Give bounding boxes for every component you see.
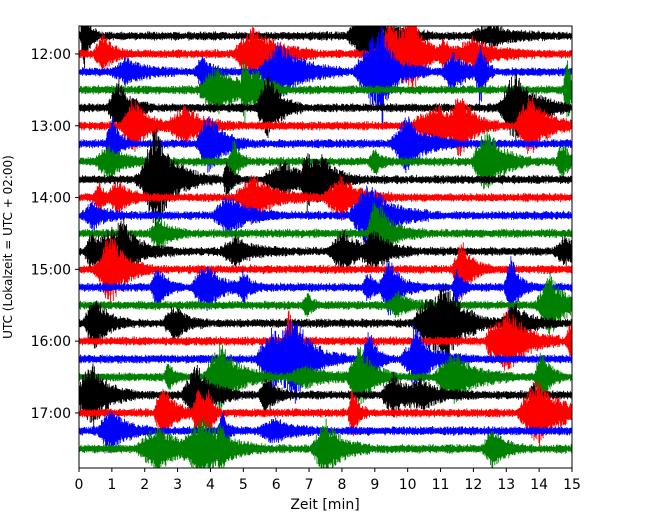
trace-line bbox=[79, 216, 572, 285]
trace-line bbox=[79, 116, 572, 175]
x-tick-label: 4 bbox=[206, 477, 215, 493]
x-tick-label: 2 bbox=[140, 477, 149, 493]
x-tick-label: 10 bbox=[399, 477, 417, 493]
trace-line bbox=[79, 174, 572, 224]
plot-frame bbox=[78, 25, 573, 469]
x-tick-label: 13 bbox=[497, 477, 515, 493]
trace-line bbox=[79, 283, 572, 362]
trace-line bbox=[79, 381, 572, 447]
trace-line bbox=[79, 185, 572, 248]
x-tick-label: 7 bbox=[305, 477, 314, 493]
x-tick-label: 14 bbox=[530, 477, 548, 493]
trace-line bbox=[79, 272, 572, 336]
x-axis-ticks: 0 1 2 3 4 5 6 7 8 9 10 11 12 13 14 15 bbox=[75, 468, 581, 493]
trace-line bbox=[79, 410, 572, 454]
y-tick-label: 12:00 bbox=[31, 47, 71, 63]
trace-line bbox=[79, 342, 572, 412]
trace-line bbox=[79, 416, 572, 468]
y-axis-label: UTC (Lokalzeit = UTC + 02:00) bbox=[1, 155, 15, 339]
x-tick-label: 3 bbox=[173, 477, 182, 493]
y-tick-label: 17:00 bbox=[31, 406, 71, 422]
x-tick-label: 12 bbox=[464, 477, 482, 493]
x-tick-label: 0 bbox=[75, 477, 84, 493]
y-tick-label: 14:00 bbox=[31, 191, 71, 207]
y-tick-label: 13:00 bbox=[31, 119, 71, 135]
y-tick-label: 15:00 bbox=[31, 262, 71, 278]
x-tick-label: 9 bbox=[370, 477, 379, 493]
trace-line bbox=[79, 202, 572, 264]
x-tick-label: 11 bbox=[432, 477, 450, 493]
x-tick-label: 15 bbox=[563, 477, 581, 493]
trace-line bbox=[79, 127, 572, 190]
x-tick-label: 6 bbox=[272, 477, 281, 493]
trace-line bbox=[79, 237, 572, 306]
x-tick-label: 5 bbox=[239, 477, 248, 493]
x-axis-label: Zeit [min] bbox=[290, 497, 359, 513]
trace-line bbox=[79, 26, 572, 93]
y-axis-ticks: 12:00 13:00 14:00 15:00 16:00 17:00 bbox=[31, 47, 79, 422]
trace-line bbox=[79, 319, 572, 404]
x-tick-label: 8 bbox=[337, 477, 346, 493]
x-tick-label: 1 bbox=[107, 477, 116, 493]
seismogram-traces bbox=[79, 26, 572, 468]
trace-line bbox=[79, 256, 572, 322]
trace-line bbox=[79, 128, 572, 231]
y-tick-label: 16:00 bbox=[31, 334, 71, 350]
